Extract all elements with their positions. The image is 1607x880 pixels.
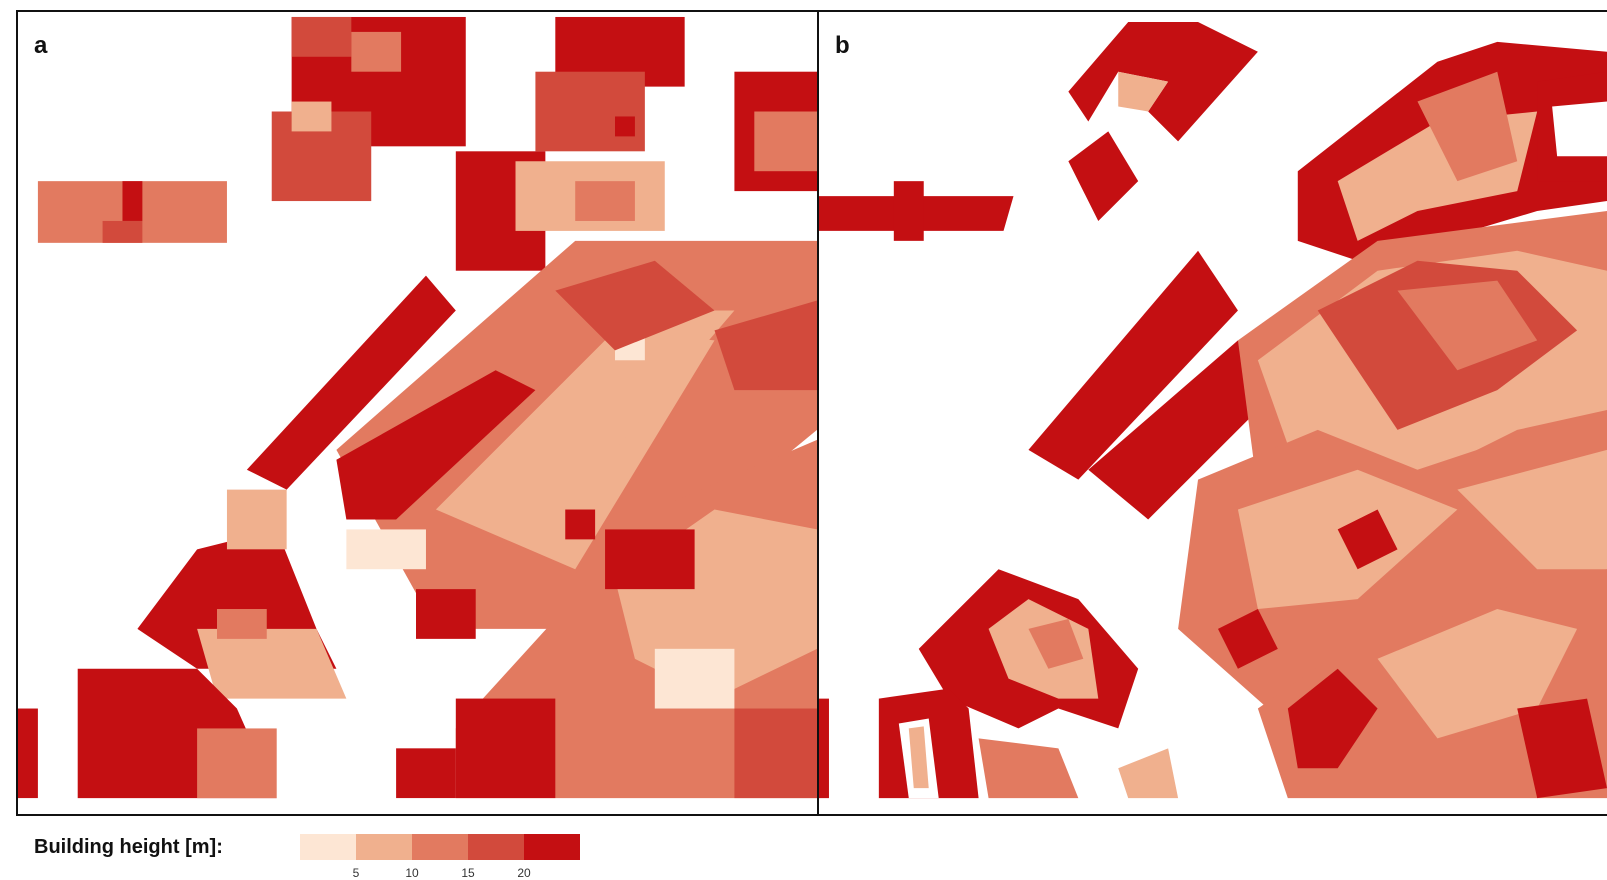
raster-buildings (18, 16, 817, 799)
legend-swatch (468, 834, 524, 860)
legend-tick-label: 20 (517, 866, 531, 880)
legend-tick-label: 5 (352, 866, 360, 880)
height-legend: Building height [m]: 5 10 15 20 (34, 832, 634, 880)
legend-swatch (412, 834, 468, 860)
vector-building-map (819, 21, 1607, 799)
legend-color-bar (300, 834, 580, 860)
panel-label-a: a (34, 32, 48, 59)
map-panel-a: a (16, 10, 819, 816)
legend-swatch (524, 834, 580, 860)
legend-tick-label: 10 (405, 866, 419, 880)
legend-swatch (300, 834, 356, 860)
panel-label-b: b (835, 32, 850, 59)
map-panel-b: b (817, 10, 1607, 816)
raster-building-map (18, 16, 817, 799)
vector-buildings (819, 21, 1607, 799)
legend-swatch (356, 834, 412, 860)
legend-title: Building height [m]: (34, 836, 223, 858)
legend-tick-label: 15 (461, 866, 475, 880)
